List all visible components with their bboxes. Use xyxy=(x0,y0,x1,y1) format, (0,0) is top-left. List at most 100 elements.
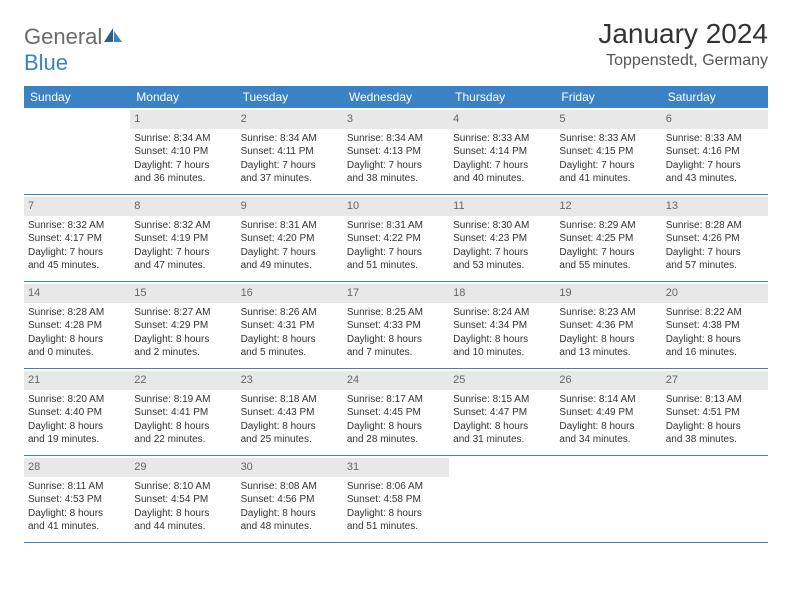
cell-dl2: and 19 minutes. xyxy=(28,433,126,447)
day-number: 20 xyxy=(662,284,768,303)
calendar-cell: 2Sunrise: 8:34 AMSunset: 4:11 PMDaylight… xyxy=(237,108,343,194)
cell-sunset: Sunset: 4:26 PM xyxy=(666,232,764,246)
cell-dl2: and 25 minutes. xyxy=(241,433,339,447)
cell-dl2: and 49 minutes. xyxy=(241,259,339,273)
week-row: 14Sunrise: 8:28 AMSunset: 4:28 PMDayligh… xyxy=(24,282,768,369)
cell-sunrise: Sunrise: 8:23 AM xyxy=(559,306,657,320)
day-number: 6 xyxy=(662,110,768,129)
cell-sunrise: Sunrise: 8:25 AM xyxy=(347,306,445,320)
cell-dl1: Daylight: 8 hours xyxy=(453,333,551,347)
cell-sunrise: Sunrise: 8:33 AM xyxy=(666,132,764,146)
cell-dl1: Daylight: 8 hours xyxy=(666,420,764,434)
cell-dl2: and 37 minutes. xyxy=(241,172,339,186)
cell-sunset: Sunset: 4:23 PM xyxy=(453,232,551,246)
calendar-cell xyxy=(662,456,768,542)
cell-sunset: Sunset: 4:36 PM xyxy=(559,319,657,333)
cell-dl2: and 5 minutes. xyxy=(241,346,339,360)
cell-sunrise: Sunrise: 8:15 AM xyxy=(453,393,551,407)
cell-dl2: and 43 minutes. xyxy=(666,172,764,186)
cell-sunrise: Sunrise: 8:34 AM xyxy=(134,132,232,146)
cell-dl1: Daylight: 7 hours xyxy=(347,246,445,260)
cell-sunrise: Sunrise: 8:13 AM xyxy=(666,393,764,407)
calendar-cell: 7Sunrise: 8:32 AMSunset: 4:17 PMDaylight… xyxy=(24,195,130,281)
day-number: 17 xyxy=(343,284,449,303)
cell-dl2: and 13 minutes. xyxy=(559,346,657,360)
header: GeneralBlue January 2024 Toppenstedt, Ge… xyxy=(24,18,768,76)
week-row: 28Sunrise: 8:11 AMSunset: 4:53 PMDayligh… xyxy=(24,456,768,543)
cell-sunset: Sunset: 4:53 PM xyxy=(28,493,126,507)
calendar-cell: 21Sunrise: 8:20 AMSunset: 4:40 PMDayligh… xyxy=(24,369,130,455)
cell-dl1: Daylight: 7 hours xyxy=(241,159,339,173)
day-number: 12 xyxy=(555,197,661,216)
cell-sunset: Sunset: 4:14 PM xyxy=(453,145,551,159)
calendar-cell: 12Sunrise: 8:29 AMSunset: 4:25 PMDayligh… xyxy=(555,195,661,281)
cell-dl2: and 0 minutes. xyxy=(28,346,126,360)
calendar-cell: 20Sunrise: 8:22 AMSunset: 4:38 PMDayligh… xyxy=(662,282,768,368)
day-number: 8 xyxy=(130,197,236,216)
calendar-cell: 8Sunrise: 8:32 AMSunset: 4:19 PMDaylight… xyxy=(130,195,236,281)
cell-sunrise: Sunrise: 8:33 AM xyxy=(559,132,657,146)
calendar-cell xyxy=(449,456,555,542)
cell-dl2: and 10 minutes. xyxy=(453,346,551,360)
cell-dl1: Daylight: 8 hours xyxy=(134,507,232,521)
calendar-cell: 22Sunrise: 8:19 AMSunset: 4:41 PMDayligh… xyxy=(130,369,236,455)
cell-dl1: Daylight: 7 hours xyxy=(241,246,339,260)
calendar-cell: 14Sunrise: 8:28 AMSunset: 4:28 PMDayligh… xyxy=(24,282,130,368)
cell-dl2: and 44 minutes. xyxy=(134,520,232,534)
week-row: 7Sunrise: 8:32 AMSunset: 4:17 PMDaylight… xyxy=(24,195,768,282)
calendar-cell: 19Sunrise: 8:23 AMSunset: 4:36 PMDayligh… xyxy=(555,282,661,368)
calendar-cell: 11Sunrise: 8:30 AMSunset: 4:23 PMDayligh… xyxy=(449,195,555,281)
calendar-cell: 3Sunrise: 8:34 AMSunset: 4:13 PMDaylight… xyxy=(343,108,449,194)
logo: GeneralBlue xyxy=(24,18,124,76)
cell-sunset: Sunset: 4:33 PM xyxy=(347,319,445,333)
calendar-cell: 18Sunrise: 8:24 AMSunset: 4:34 PMDayligh… xyxy=(449,282,555,368)
calendar-cell: 17Sunrise: 8:25 AMSunset: 4:33 PMDayligh… xyxy=(343,282,449,368)
cell-dl2: and 41 minutes. xyxy=(28,520,126,534)
day-number: 13 xyxy=(662,197,768,216)
calendar-cell: 13Sunrise: 8:28 AMSunset: 4:26 PMDayligh… xyxy=(662,195,768,281)
cell-sunset: Sunset: 4:34 PM xyxy=(453,319,551,333)
cell-dl2: and 22 minutes. xyxy=(134,433,232,447)
week-row: 1Sunrise: 8:34 AMSunset: 4:10 PMDaylight… xyxy=(24,108,768,195)
cell-dl2: and 7 minutes. xyxy=(347,346,445,360)
cell-sunrise: Sunrise: 8:30 AM xyxy=(453,219,551,233)
calendar-cell: 5Sunrise: 8:33 AMSunset: 4:15 PMDaylight… xyxy=(555,108,661,194)
cell-sunset: Sunset: 4:16 PM xyxy=(666,145,764,159)
cell-dl1: Daylight: 8 hours xyxy=(134,420,232,434)
cell-dl1: Daylight: 8 hours xyxy=(453,420,551,434)
cell-dl2: and 48 minutes. xyxy=(241,520,339,534)
calendar-cell xyxy=(555,456,661,542)
calendar-cell: 31Sunrise: 8:06 AMSunset: 4:58 PMDayligh… xyxy=(343,456,449,542)
week-row: 21Sunrise: 8:20 AMSunset: 4:40 PMDayligh… xyxy=(24,369,768,456)
day-header-sunday: Sunday xyxy=(24,86,130,108)
cell-dl2: and 38 minutes. xyxy=(666,433,764,447)
day-number: 10 xyxy=(343,197,449,216)
calendar-cell: 23Sunrise: 8:18 AMSunset: 4:43 PMDayligh… xyxy=(237,369,343,455)
day-number: 23 xyxy=(237,371,343,390)
cell-sunset: Sunset: 4:41 PM xyxy=(134,406,232,420)
cell-dl1: Daylight: 8 hours xyxy=(241,333,339,347)
calendar-cell: 26Sunrise: 8:14 AMSunset: 4:49 PMDayligh… xyxy=(555,369,661,455)
cell-sunset: Sunset: 4:13 PM xyxy=(347,145,445,159)
cell-dl1: Daylight: 8 hours xyxy=(666,333,764,347)
cell-dl2: and 2 minutes. xyxy=(134,346,232,360)
day-number: 9 xyxy=(237,197,343,216)
cell-dl2: and 45 minutes. xyxy=(28,259,126,273)
cell-dl2: and 57 minutes. xyxy=(666,259,764,273)
cell-sunrise: Sunrise: 8:06 AM xyxy=(347,480,445,494)
logo-text-general: General xyxy=(24,24,102,49)
cell-sunrise: Sunrise: 8:18 AM xyxy=(241,393,339,407)
cell-sunset: Sunset: 4:25 PM xyxy=(559,232,657,246)
cell-sunrise: Sunrise: 8:24 AM xyxy=(453,306,551,320)
cell-dl1: Daylight: 7 hours xyxy=(453,246,551,260)
cell-sunrise: Sunrise: 8:11 AM xyxy=(28,480,126,494)
cell-sunrise: Sunrise: 8:34 AM xyxy=(241,132,339,146)
calendar-cell: 15Sunrise: 8:27 AMSunset: 4:29 PMDayligh… xyxy=(130,282,236,368)
cell-sunrise: Sunrise: 8:08 AM xyxy=(241,480,339,494)
cell-sunrise: Sunrise: 8:27 AM xyxy=(134,306,232,320)
cell-dl1: Daylight: 7 hours xyxy=(28,246,126,260)
logo-text-blue: Blue xyxy=(24,50,68,75)
day-number: 19 xyxy=(555,284,661,303)
calendar-cell: 9Sunrise: 8:31 AMSunset: 4:20 PMDaylight… xyxy=(237,195,343,281)
day-number: 7 xyxy=(24,197,130,216)
